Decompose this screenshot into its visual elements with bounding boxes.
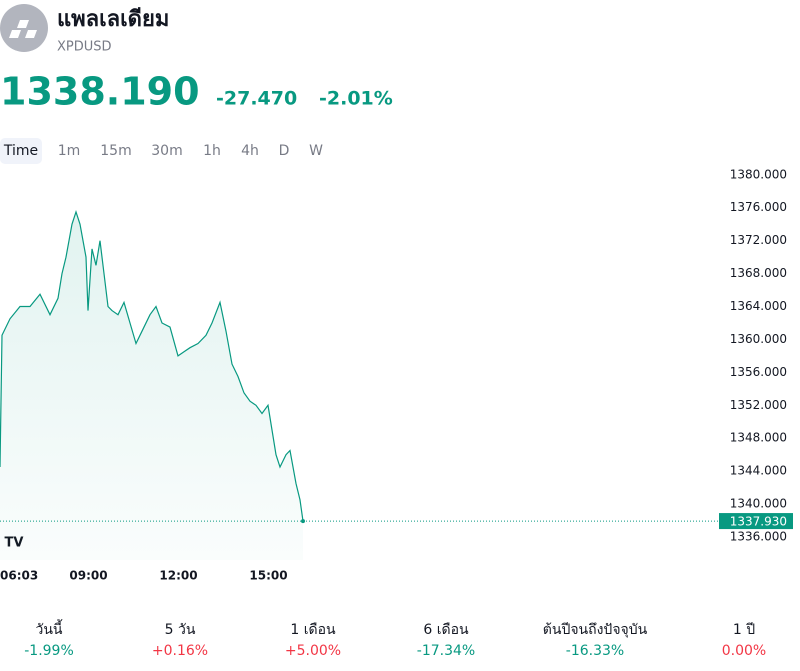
y-tick-label: 1360.000 (730, 332, 787, 346)
tab[interactable]: W (309, 143, 323, 159)
y-tick-label: 1352.000 (730, 398, 787, 412)
tab[interactable]: Time (3, 143, 38, 159)
change-percent: -2.01% (319, 88, 393, 110)
performance-value: -17.34% (417, 643, 475, 659)
tab-active-bg (0, 138, 42, 164)
last-point (301, 519, 305, 524)
y-tick-label: 1364.000 (730, 299, 787, 313)
current-price-box (719, 513, 793, 530)
performance-value: -16.33% (566, 643, 624, 659)
performance-label: 1 เดือน (290, 622, 336, 638)
performance-label: 6 เดือน (423, 622, 469, 638)
x-tick-label: 09:00 (69, 569, 107, 583)
x-tick-label: 12:00 (159, 569, 197, 583)
x-tick-label: 06:03 (0, 569, 38, 583)
price: 1338.190 (0, 70, 200, 114)
performance-label: 5 วัน (165, 622, 196, 638)
symbol-icon (0, 4, 48, 52)
y-tick-label: 1376.000 (730, 200, 787, 214)
tab[interactable]: 15m (100, 143, 131, 159)
y-tick-label: 1340.000 (730, 497, 787, 511)
price-line (0, 209, 304, 522)
area (0, 211, 303, 560)
performance-value: 0.00% (722, 643, 766, 659)
y-tick-label: 1380.000 (730, 167, 787, 181)
y-tick-label: 1356.000 (730, 365, 787, 379)
y-tick-label: 1368.000 (730, 266, 787, 280)
performance-value: -1.99% (24, 643, 74, 659)
y-tick-label: 1336.000 (730, 529, 787, 543)
y-tick-label: 1344.000 (730, 464, 787, 478)
title: แพลเลเดียม (57, 7, 169, 32)
tab[interactable]: D (279, 143, 290, 159)
performance-label: ต้นปีจนถึงปัจจุบัน (543, 622, 648, 638)
performance-value: +0.16% (152, 643, 208, 659)
y-tick-label: 1348.000 (730, 431, 787, 445)
tab[interactable]: 30m (151, 143, 182, 159)
performance-label: วันนี้ (35, 619, 63, 638)
tab[interactable]: 4h (241, 143, 259, 159)
tab[interactable]: 1h (203, 143, 221, 159)
x-tick-label: 15:00 (249, 569, 287, 583)
performance-value: +5.00% (285, 643, 341, 659)
y-tick-label: 1372.000 (730, 233, 787, 247)
current-price-label: 1337.930 (730, 515, 787, 529)
tab[interactable]: 1m (58, 143, 81, 159)
performance-label: 1 ปี (733, 622, 755, 638)
symbol: XPDUSD (57, 40, 112, 55)
change: -27.470 (216, 88, 297, 110)
